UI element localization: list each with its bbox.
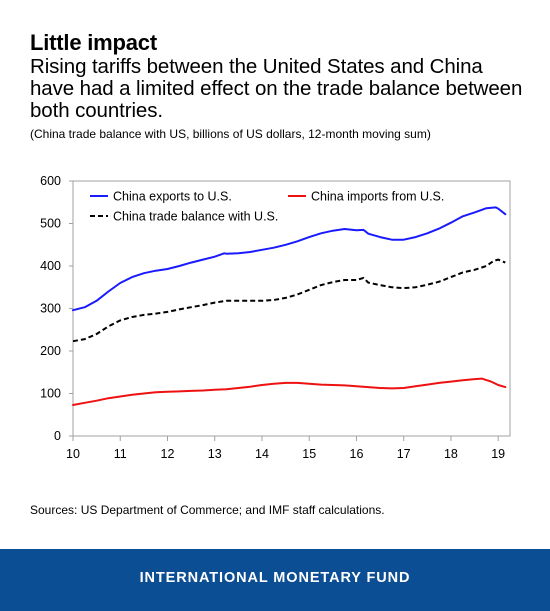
footer-org-name: INTERNATIONAL MONETARY FUND: [139, 570, 411, 586]
x-tick-label: 10: [66, 447, 80, 461]
y-tick-label: 400: [40, 259, 61, 273]
legend-label-0: China exports to U.S.: [113, 190, 232, 204]
x-tick-label: 14: [255, 447, 269, 461]
y-axis-ticks: 0 100 200 300 400 500 600: [40, 174, 73, 443]
y-tick-label: 600: [40, 174, 61, 188]
legend-label-2: China trade balance with U.S.: [113, 210, 278, 224]
chart-title: Little impact: [30, 30, 157, 55]
y-tick-label: 100: [40, 387, 61, 401]
y-tick-label: 0: [54, 429, 61, 443]
chart-unit-note: (China trade balance with US, billions o…: [30, 127, 431, 141]
legend: China exports to U.S. China imports from …: [90, 190, 444, 224]
x-tick-label: 17: [397, 447, 411, 461]
x-tick-label: 13: [208, 447, 222, 461]
y-tick-label: 500: [40, 217, 61, 231]
series-line-2: [72, 258, 506, 343]
y-tick-label: 200: [40, 344, 61, 358]
x-axis-ticks: 10 11 12 13 14 15 16 17 18 19: [66, 436, 505, 461]
x-tick-label: 15: [302, 447, 316, 461]
footer-bar: INTERNATIONAL MONETARY FUND: [0, 549, 550, 611]
x-tick-label: 19: [491, 447, 505, 461]
x-tick-label: 12: [161, 447, 175, 461]
line-chart: 0 100 200 300 400 500 600 10 11 12 13 14 15 16 17 18 19…: [40, 174, 511, 461]
series-line-0: [72, 206, 507, 312]
x-tick-label: 18: [444, 447, 458, 461]
chart-subtitle: Rising tariffs between the United States…: [30, 55, 523, 122]
x-tick-label: 16: [350, 447, 364, 461]
source-note: Sources: US Department of Commerce; and …: [30, 503, 385, 517]
series-line-1: [72, 377, 507, 406]
y-tick-label: 300: [40, 302, 61, 316]
x-tick-label: 11: [114, 447, 127, 461]
legend-label-1: China imports from U.S.: [311, 190, 444, 204]
series-lines: [72, 206, 507, 406]
